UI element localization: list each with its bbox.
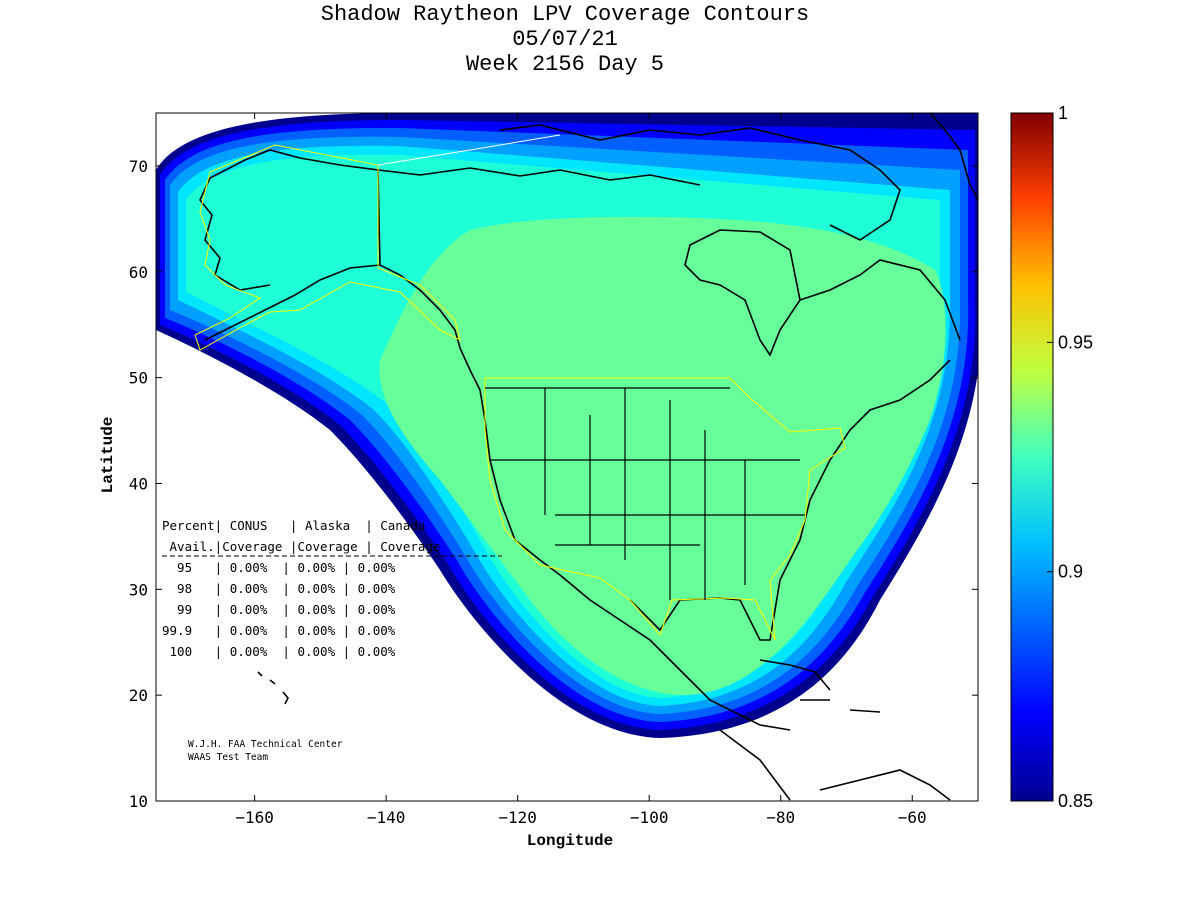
- hudson-bay: [684, 229, 801, 357]
- service-volumes: [194, 144, 846, 641]
- colorbar-tick-label: 1: [1058, 103, 1068, 123]
- x-tick-label: −140: [367, 808, 406, 827]
- table-header-1: Percent| CONUS | Alaska | Canada: [162, 518, 425, 533]
- conus-service-volume: [484, 377, 846, 641]
- table-row: 95 | 0.00% | 0.00% | 0.00%: [162, 560, 396, 575]
- contour-band-092: [379, 216, 946, 696]
- x-tick-label: −160: [235, 808, 274, 827]
- state-boundaries: [485, 387, 805, 600]
- x-tick-label: −100: [630, 808, 669, 827]
- table-row: 99 | 0.00% | 0.00% | 0.00%: [162, 602, 396, 617]
- title-line-3: Week 2156 Day 5: [465, 52, 665, 77]
- title-line-2: 05/07/21: [512, 27, 618, 52]
- x-tick-label: −60: [898, 808, 927, 827]
- y-tick-label: 30: [129, 580, 148, 599]
- x-tick-label: −80: [766, 808, 795, 827]
- y-axis-label: Latitude: [99, 417, 117, 494]
- credit-line-2: WAAS Test Team: [188, 752, 268, 763]
- colorbar-tick-label: 0.95: [1058, 332, 1093, 352]
- arctic-coast: [377, 167, 701, 186]
- table-row: 98 | 0.00% | 0.00% | 0.00%: [162, 581, 396, 596]
- y-tick-label: 60: [129, 263, 148, 282]
- y-tick-label: 10: [129, 792, 148, 811]
- baja-mexico: [559, 574, 791, 731]
- south-america: [819, 769, 951, 801]
- y-tick-label: 70: [129, 157, 148, 176]
- coverage-contours: [156, 113, 978, 738]
- table-row: 99.9 | 0.00% | 0.00% | 0.00%: [162, 623, 396, 638]
- colorbar-ticks: 1 0.95 0.9 0.85: [1047, 103, 1093, 811]
- coastlines: [199, 113, 978, 801]
- y-tick-label: 40: [129, 474, 148, 493]
- colorbar-tick-label: 0.9: [1058, 562, 1083, 582]
- credit-line-1: W.J.H. FAA Technical Center: [188, 739, 343, 750]
- table-header-2: Avail.|Coverage |Coverage | Coverage: [162, 539, 440, 554]
- x-axis-label: Longitude: [527, 832, 613, 850]
- table-row: 100 | 0.00% | 0.00% | 0.00%: [162, 644, 396, 659]
- central-america: [719, 729, 791, 801]
- axis-ticks: −160 −140 −120 −100 −80 −60 10 20 30 40 50 60 70: [129, 113, 978, 827]
- x-tick-label: −120: [498, 808, 537, 827]
- labrador-coast: [799, 259, 961, 341]
- alaska-coast: [204, 149, 461, 349]
- coverage-stats-table: Percent| CONUS | Alaska | Canada Avail.|…: [162, 518, 502, 659]
- title-line-1: Shadow Raytheon LPV Coverage Contours: [320, 2, 810, 27]
- arctic-islands: [499, 124, 901, 241]
- colorbar-tick-label: 0.85: [1058, 791, 1093, 811]
- alaska-service-volume: [194, 144, 461, 351]
- y-tick-label: 50: [129, 369, 148, 388]
- canada-service-volume: [377, 134, 561, 166]
- cuba-caribbean: [759, 659, 881, 713]
- hawaii: [257, 671, 289, 705]
- greenland: [929, 113, 978, 201]
- colorbar: [1010, 112, 1054, 802]
- y-tick-label: 20: [129, 686, 148, 705]
- plot-frame: [155, 112, 979, 802]
